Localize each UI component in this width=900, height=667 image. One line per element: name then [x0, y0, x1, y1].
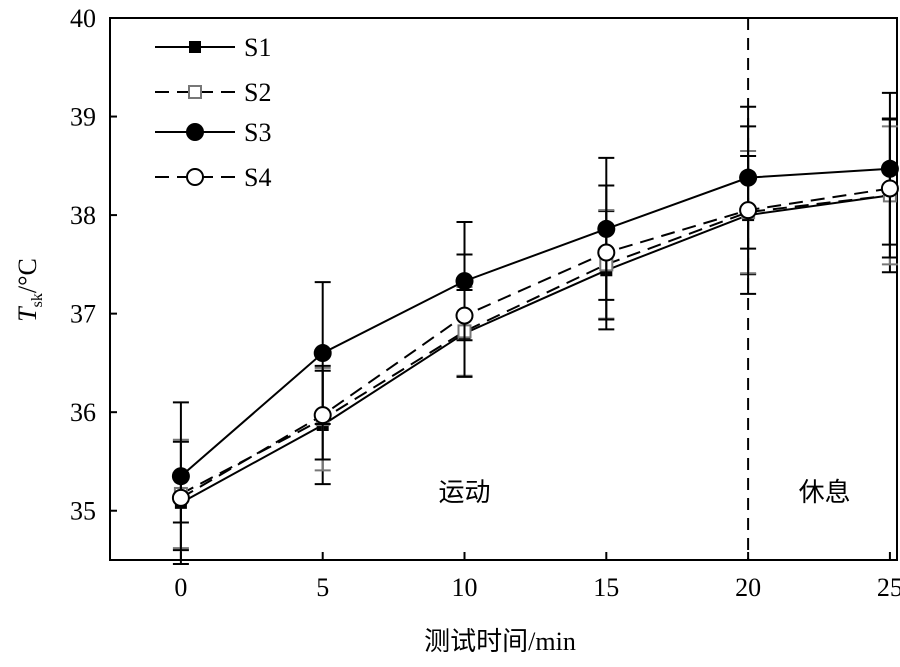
legend-label: S2 [244, 78, 271, 107]
legend-label: S4 [244, 163, 271, 192]
x-tick-label: 10 [452, 573, 478, 602]
open-circle-marker [313, 406, 332, 425]
y-tick-label: 36 [70, 398, 96, 427]
open-circle-marker [171, 488, 190, 507]
legend-label: S1 [244, 33, 271, 62]
x-axis-label: 测试时间/min [424, 627, 576, 656]
series-s4 [171, 118, 899, 524]
open-circle-marker [739, 201, 758, 220]
x-tick-label: 15 [593, 573, 619, 602]
circle-marker [186, 123, 204, 141]
legend-item-s2: S2 [155, 78, 271, 107]
y-axis-label: Tsk/°C [13, 258, 46, 322]
open-circle-marker [597, 243, 616, 262]
series-s1 [172, 117, 898, 565]
open-circle-marker [186, 168, 204, 186]
series-s3 [171, 91, 899, 552]
y-tick-label: 38 [70, 201, 96, 230]
annotation-exercise: 运动 [438, 478, 490, 507]
open-circle-marker [455, 306, 474, 325]
y-label-unit: /°C [13, 258, 42, 293]
legend-item-s1: S1 [155, 33, 271, 62]
y-label-main: T [13, 306, 42, 322]
y-tick-label: 40 [70, 4, 96, 33]
series-line [180, 187, 891, 499]
series-line [180, 167, 890, 477]
x-tick-label: 0 [174, 573, 187, 602]
tick-labels: 35 36 37 38 39 40 0 5 10 15 20 25 [70, 4, 900, 602]
legend: S1 S2 S3 S4 [155, 33, 271, 192]
y-tick-label: 39 [70, 103, 96, 132]
y-tick-label: 35 [70, 497, 96, 526]
x-tick-label: 20 [735, 573, 761, 602]
open-circle-marker [880, 179, 899, 198]
y-label-sub: sk [29, 293, 46, 307]
x-tick-label: 25 [877, 573, 900, 602]
plot-frame [109, 17, 898, 561]
series-s2 [172, 125, 898, 550]
series-line [180, 194, 891, 495]
axes [109, 17, 898, 561]
series-line [180, 194, 891, 504]
x-tick-label: 5 [316, 573, 329, 602]
annotation-rest: 休息 [799, 478, 851, 507]
open-square-marker [188, 85, 202, 99]
y-tick-label: 37 [70, 300, 96, 329]
legend-item-s4: S4 [155, 163, 271, 192]
square-marker [189, 41, 201, 53]
circle-marker [313, 344, 332, 363]
legend-label: S3 [244, 118, 271, 147]
legend-item-s3: S3 [155, 118, 271, 147]
series-marks [171, 91, 899, 565]
